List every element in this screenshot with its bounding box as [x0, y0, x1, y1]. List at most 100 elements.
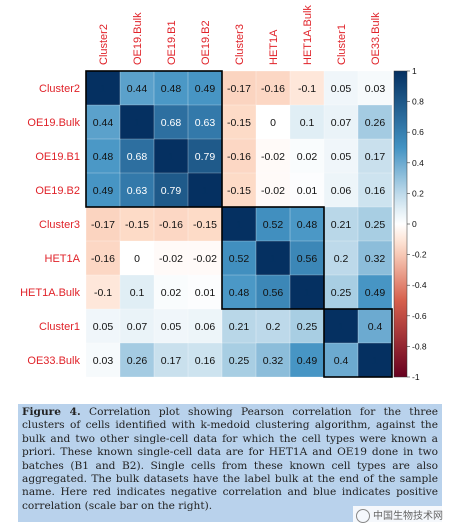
cell-value-label: 1	[372, 355, 378, 367]
heatmap-cell	[86, 71, 120, 105]
column-label: HET1A.Bulk	[302, 5, 314, 65]
row-label: OE19.Bulk	[27, 117, 80, 129]
cell-value-label: -0.16	[261, 83, 285, 95]
cell-value-label: -0.17	[227, 83, 251, 95]
cell-value-label: 0	[270, 117, 276, 129]
heatmap-cell	[86, 343, 120, 377]
heatmap-cell	[120, 275, 154, 309]
cell-value-label: 0.68	[161, 117, 182, 129]
column-label: Cluster3	[234, 24, 246, 65]
heatmap-cell	[358, 71, 392, 105]
cell-value-label: 0.56	[263, 287, 284, 299]
cell-value-label: -0.02	[159, 253, 183, 265]
cell-value-label: 1	[134, 117, 140, 129]
heatmap-cell	[86, 309, 120, 343]
heatmap-cell	[290, 173, 324, 207]
heatmap-cell	[86, 105, 120, 139]
heatmap-cell	[222, 275, 256, 309]
heatmap-cell	[86, 241, 120, 275]
heatmap-cell	[154, 275, 188, 309]
heatmap-cell	[324, 173, 358, 207]
cell-value-label: 0.05	[93, 321, 114, 333]
column-label: OE19.B1	[166, 20, 178, 65]
heatmap-cell	[358, 275, 392, 309]
cell-value-label: 0.06	[195, 321, 216, 333]
cell-value-label: 0.25	[229, 355, 250, 367]
heatmap-cell	[290, 343, 324, 377]
heatmap-cell	[188, 309, 222, 343]
heatmap-cell	[154, 105, 188, 139]
column-label: OE19.B2	[200, 20, 212, 65]
row-label: HET1A.Bulk	[20, 287, 80, 299]
heatmap-cell	[324, 105, 358, 139]
cell-value-label: -0.15	[193, 219, 217, 231]
cell-value-label: 0.49	[297, 355, 318, 367]
cell-value-label: -0.16	[91, 253, 115, 265]
colorbar-tick-label: -0.8	[412, 341, 427, 351]
row-label: HET1A	[45, 253, 81, 265]
heatmap-cell	[154, 139, 188, 173]
cell-value-label: -0.16	[159, 219, 183, 231]
cell-value-label: 1	[100, 83, 106, 95]
cell-value-label: 0.02	[161, 287, 182, 299]
cell-value-label: 0.2	[266, 321, 281, 333]
heatmap-cell	[324, 309, 358, 343]
cluster-box	[85, 70, 223, 208]
cell-value-label: 0.48	[93, 151, 114, 163]
colorbar-tick-label: 0.6	[412, 127, 424, 137]
heatmap-cell	[256, 105, 290, 139]
cell-value-label: -0.16	[227, 151, 251, 163]
cell-value-label: 1	[270, 253, 276, 265]
heatmap-cell	[188, 241, 222, 275]
cell-value-label: 0.4	[334, 355, 349, 367]
cell-value-label: -0.17	[91, 219, 115, 231]
cell-value-label: 0.56	[297, 253, 318, 265]
correlation-heatmap: 1 0.44 0.48 0.49 -0.17 -0.16 -0.1 0.05 0.03 0.44 1…	[20, 5, 427, 382]
heatmap-cell	[324, 275, 358, 309]
cell-value-label: 0.44	[93, 117, 114, 129]
cell-value-label: 0.17	[365, 151, 386, 163]
heatmap-cell	[290, 275, 324, 309]
watermark-text: 中国生物技术网	[373, 511, 443, 522]
cell-value-label: 1	[168, 151, 174, 163]
cell-value-label: 1	[236, 219, 242, 231]
heatmap-cell	[256, 309, 290, 343]
colorbar-tick-label: -0.4	[412, 280, 427, 290]
column-label: HET1A	[268, 29, 280, 65]
heatmap-cell	[358, 309, 392, 343]
heatmap-cell	[86, 139, 120, 173]
heatmap-cell	[120, 309, 154, 343]
row-label: Cluster1	[39, 321, 80, 333]
heatmap-cell	[86, 207, 120, 241]
cell-value-label: -0.02	[261, 151, 285, 163]
cell-value-label: 0.4	[368, 321, 383, 333]
cluster-box	[323, 308, 393, 378]
colorbar-tick-label: 1	[412, 66, 417, 76]
cell-value-label: 0.05	[161, 321, 182, 333]
row-label: Cluster2	[39, 83, 80, 95]
cell-value-label: 0.05	[331, 151, 352, 163]
heatmap-cell	[358, 173, 392, 207]
heatmap-cell	[222, 173, 256, 207]
colorbar-tick-label: 0	[412, 219, 417, 229]
column-label: OE33.Bulk	[370, 12, 382, 65]
cell-value-label: 0.21	[331, 219, 352, 231]
heatmap-cell	[188, 139, 222, 173]
heatmap-cell	[120, 71, 154, 105]
heatmap-cell	[120, 241, 154, 275]
row-label: Cluster3	[39, 219, 80, 231]
cell-value-label: 0.49	[93, 185, 114, 197]
cell-value-label: 0.79	[195, 151, 216, 163]
heatmap-cell	[256, 71, 290, 105]
cell-value-label: 0.07	[331, 117, 352, 129]
cell-value-label: 0.01	[297, 185, 318, 197]
cell-value-label: 0.48	[297, 219, 318, 231]
heatmap-cell	[290, 241, 324, 275]
heatmap-cell	[222, 343, 256, 377]
heatmap-cell	[120, 105, 154, 139]
heatmap-cell	[188, 207, 222, 241]
cell-value-label: 0.02	[297, 151, 318, 163]
cell-value-label: -0.15	[227, 117, 251, 129]
heatmap-cell	[120, 343, 154, 377]
heatmap-cell	[256, 173, 290, 207]
